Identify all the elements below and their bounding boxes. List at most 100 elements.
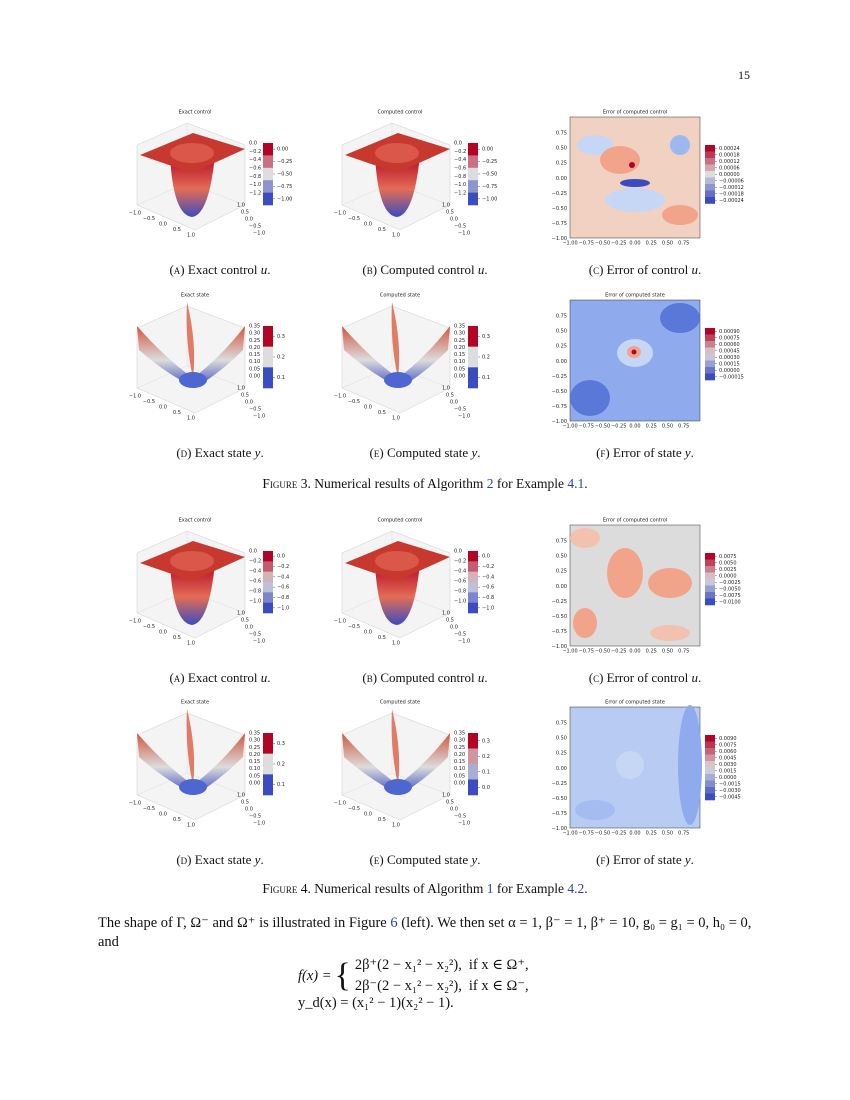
z-tick-label: −1.0 [454, 182, 466, 188]
y-tick-label: 0.0 [245, 400, 253, 406]
colorbar-label: −0.0025 [719, 580, 741, 586]
colorbar-step [705, 793, 715, 801]
plot: Computed control−1.0−0.50.00.51.01.00.50… [334, 518, 494, 647]
contour-region [616, 751, 644, 779]
colorbar-label: −0.0050 [719, 586, 741, 592]
y-tick-label: −0.5 [454, 407, 466, 413]
subcaption-var: y [684, 852, 691, 867]
colorbar-label: −0.00024 [719, 198, 744, 204]
figure-ref[interactable]: 6 [390, 915, 398, 931]
reference[interactable]: 1 [486, 881, 494, 896]
subcaption-end: . [484, 262, 488, 277]
y-tick-label: 0.75 [556, 539, 567, 545]
x-tick-label: 0.5 [173, 635, 181, 641]
z-tick-label: 0.10 [454, 766, 465, 772]
colorbar-step [705, 754, 715, 762]
x-tick-label: 0.00 [629, 241, 640, 247]
y-tick-label: −0.50 [552, 389, 567, 395]
colorbar-label: 0.1 [482, 375, 490, 381]
y-tick-label: 0.5 [241, 393, 249, 399]
colorbar-label: −1.00 [482, 196, 497, 202]
x-tick-label: 0.5 [378, 817, 386, 823]
colorbar-label: 0.00015 [719, 361, 740, 367]
y-tick-label: 1.0 [237, 611, 245, 617]
subcaption-text: Computed state [386, 445, 469, 460]
plot: Error of computed control−1.00 −0.75 −0.50… [552, 110, 744, 247]
reference[interactable]: 4.1 [567, 476, 585, 491]
z-tick-label: −0.6 [454, 579, 466, 585]
colorbar-label: −0.25 [277, 159, 292, 165]
colorbar-label: 0.00018 [719, 152, 740, 158]
surface [384, 779, 412, 795]
colorbar-label: 0.00045 [719, 348, 740, 354]
y-tick-label: 0.0 [245, 807, 253, 813]
reference[interactable]: 4.2 [567, 881, 585, 896]
colorbar-label: 0.00024 [719, 146, 740, 152]
subcaption-label: (b) [362, 262, 378, 277]
z-tick-label: 0.35 [454, 731, 465, 737]
z-tick-label: 0.30 [454, 331, 465, 337]
colorbar-step [705, 177, 715, 185]
subcaption: (b) Computed control u. [305, 670, 545, 686]
colorbar-label: 0.0060 [719, 749, 737, 755]
figure-label: Figure 3. [262, 476, 311, 491]
contour-region [570, 380, 610, 416]
subcaption-label: (e) [369, 852, 384, 867]
plot-title: Computed state [380, 293, 420, 299]
colorbar-step [263, 733, 273, 754]
x-tick-label: 1.0 [392, 416, 400, 422]
y-tick-label: −1.0 [253, 231, 265, 237]
caption-text: Numerical results of Algorithm [314, 476, 484, 491]
surface [137, 733, 245, 795]
x-tick-label: 0.75 [678, 831, 689, 837]
colorbar-step [705, 787, 715, 794]
plot: Computed state−1.0−0.50.00.51.01.00.50.0… [334, 700, 490, 829]
colorbar-label: 0.0000 [719, 775, 737, 781]
plot-title: Computed control [378, 110, 423, 116]
subcaption-text: Error of control [606, 670, 689, 685]
subcaption-label: (d) [176, 852, 192, 867]
subcaption-label: (b) [362, 670, 378, 685]
x-tick-label: 1.0 [392, 641, 400, 647]
subcaption-text: Error of control [606, 262, 689, 277]
z-tick-label: −0.8 [454, 174, 466, 180]
z-tick-label: −0.8 [249, 589, 261, 595]
x-tick-label: −0.5 [348, 806, 360, 812]
paragraph: The shape of Γ, Ω⁻ and Ω⁺ is illustrated… [98, 914, 754, 952]
z-tick-label: 0.20 [454, 752, 465, 758]
colorbar-label: 0.0050 [719, 560, 737, 566]
colorbar-label: 0.3 [482, 334, 490, 340]
y-tick-label: 0.50 [556, 736, 567, 742]
surface [375, 143, 419, 163]
colorbar-label: −0.4 [277, 574, 289, 580]
x-tick-label: 0.0 [159, 630, 167, 636]
colorbar-step [705, 559, 715, 567]
colorbar-step [705, 598, 715, 606]
z-tick-label: 0.00 [454, 374, 465, 380]
y-tick-label: −0.5 [454, 632, 466, 638]
x-tick-label: 0.00 [629, 831, 640, 837]
x-tick-label: −0.75 [579, 649, 594, 655]
y-tick-label: 0.25 [556, 569, 567, 575]
z-tick-label: 0.0 [454, 141, 462, 147]
surface [342, 326, 450, 388]
subcaption-text: Computed state [386, 852, 469, 867]
x-tick-label: 0.25 [646, 649, 657, 655]
colorbar-step [705, 774, 715, 781]
y-tick-label: −0.5 [249, 814, 261, 820]
x-tick-label: −1.0 [334, 211, 346, 217]
y-tick-label: −1.0 [458, 821, 470, 827]
reference[interactable]: 2 [486, 476, 494, 491]
y-tick-label: −0.75 [552, 404, 567, 410]
contour-region [570, 528, 600, 548]
colorbar-label: 0.3 [482, 738, 490, 744]
cases: 2β⁺(2 − x₁² − x₂²), if x ∈ Ω⁺, 2β⁻(2 − x₁… [354, 955, 530, 997]
subcaption-end: . [690, 852, 694, 867]
y-tick-label: 0.5 [446, 210, 454, 216]
x-tick-label: 1.0 [392, 823, 400, 829]
colorbar-step [705, 748, 715, 755]
colorbar-step [705, 151, 715, 159]
z-tick-label: −0.8 [454, 589, 466, 595]
x-tick-label: 0.0 [364, 405, 372, 411]
